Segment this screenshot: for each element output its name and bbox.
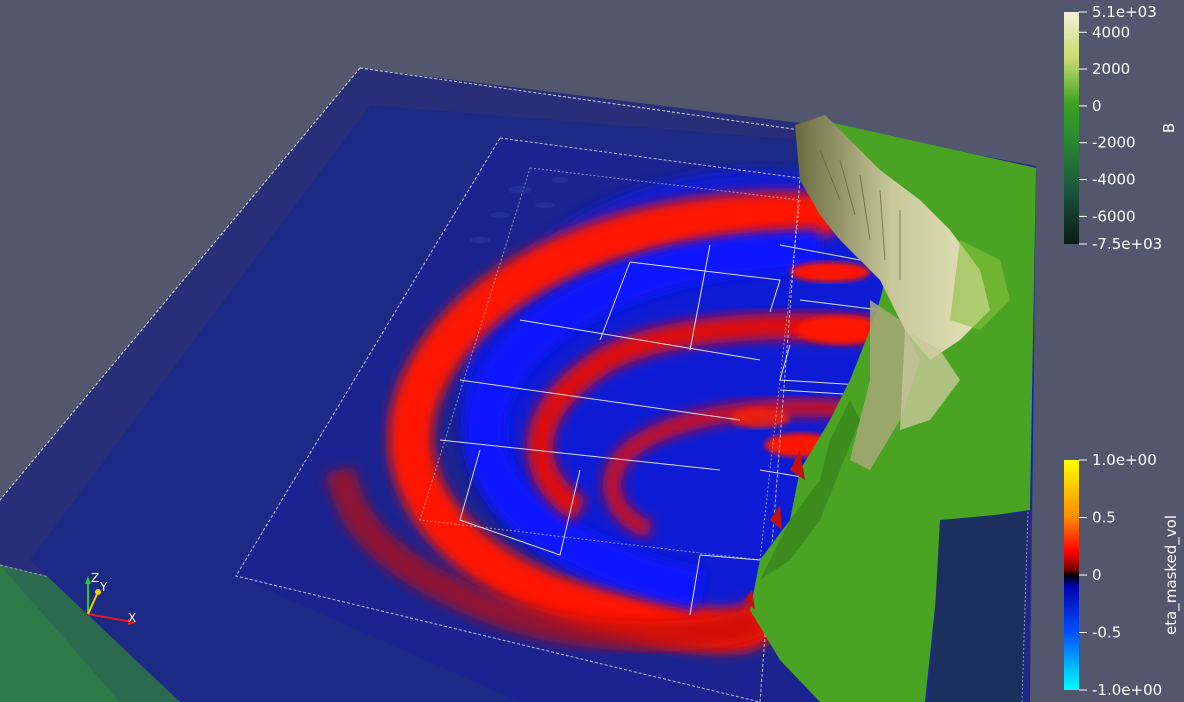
colorbar-eta-tick-label: 1.0e+00 bbox=[1092, 451, 1157, 469]
colorbar-eta-gradient bbox=[1064, 460, 1079, 690]
colorbar-eta-tick-label: -1.0e+00 bbox=[1092, 681, 1162, 699]
x-axis-line bbox=[87, 613, 133, 623]
colorbar-bathymetry-gradient bbox=[1064, 12, 1079, 244]
z-axis-arrowhead bbox=[85, 576, 91, 584]
colorbar-bathymetry-tick-label: -4000 bbox=[1092, 171, 1136, 189]
colorbar-bathymetry-tick-label: 5.1e+03 bbox=[1092, 3, 1157, 21]
colorbar-bathymetry-tick-label: -7.5e+03 bbox=[1092, 235, 1162, 253]
colorbar-bathymetry[interactable]: 5.1e+03400020000-2000-4000-6000-7.5e+03 … bbox=[1064, 3, 1178, 253]
colorbar-bathymetry-tick-label: -6000 bbox=[1092, 207, 1136, 225]
colorbar-bathymetry-title: B bbox=[1160, 123, 1178, 133]
y-axis-dot bbox=[95, 589, 101, 595]
z-axis-label: Z bbox=[91, 571, 99, 585]
x-axis-arrowhead bbox=[128, 619, 136, 625]
colorbar-eta[interactable]: 1.0e+00 0.5 0 -0.5 -1.0e+00 eta_masked_vol bbox=[1064, 451, 1181, 699]
colorbar-bathymetry-ticks: 5.1e+03 4000 2000 0 -2000 -4000 -6000 -7.5e+03 bbox=[1079, 3, 1162, 253]
x-axis-label: X bbox=[128, 611, 136, 625]
land-topography bbox=[745, 115, 1036, 702]
colorbar-eta-tick-label: 0 bbox=[1092, 566, 1102, 584]
colorbar-bathymetry-tick-label: 4000 bbox=[1092, 23, 1130, 41]
colorbar-eta-title: eta_masked_vol bbox=[1162, 515, 1181, 635]
colorbar-eta-tick-label: 0.5 bbox=[1092, 509, 1116, 527]
colorbar-eta-tick-label: -0.5 bbox=[1092, 624, 1121, 642]
colorbar-bathymetry-tick-label: 2000 bbox=[1092, 60, 1130, 78]
colorbar-bathymetry-tick-label: 0 bbox=[1092, 97, 1102, 115]
y-axis-label: Y bbox=[99, 580, 108, 594]
y-axis-line bbox=[87, 591, 99, 615]
colorbar-eta-ticks: 1.0e+00 0.5 0 -0.5 -1.0e+00 bbox=[1079, 451, 1162, 699]
orientation-axes-widget[interactable]: Z Y X bbox=[85, 571, 136, 625]
colorbar-bathymetry-tick-label: -2000 bbox=[1092, 134, 1136, 152]
